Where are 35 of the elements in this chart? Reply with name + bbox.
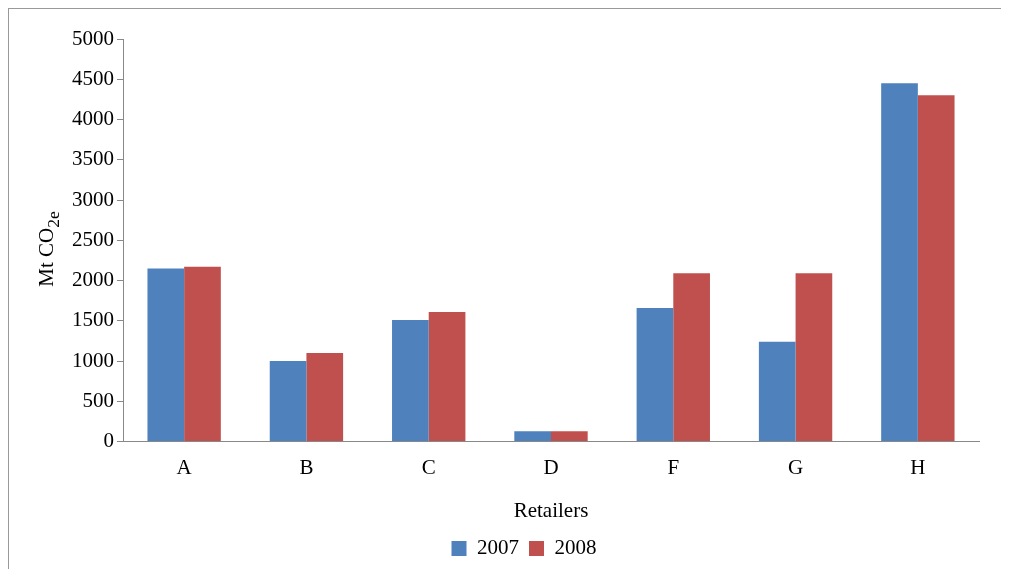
y-tick-label: 4000	[72, 106, 114, 131]
y-tick-label: 500	[82, 387, 114, 412]
bar	[917, 95, 955, 442]
y-tick-label: 1500	[72, 307, 114, 332]
y-tick-label: 4500	[72, 65, 114, 90]
legend-label: 2007	[477, 535, 519, 560]
legend-label: 2008	[554, 535, 597, 560]
x-tick-label: F	[667, 454, 680, 479]
bar	[269, 361, 307, 442]
x-tick-label: D	[543, 454, 559, 479]
x-axis-title: Retailers	[513, 497, 589, 522]
bar	[758, 341, 796, 442]
bar	[673, 273, 710, 442]
bar	[428, 311, 466, 442]
bar	[184, 266, 221, 442]
y-tick-label: 0	[103, 428, 114, 453]
bar	[795, 273, 833, 442]
x-tick-label: B	[299, 454, 314, 479]
y-tick-label: 2000	[72, 267, 114, 292]
y-tick-label: 5000	[72, 25, 114, 50]
x-tick-label: H	[910, 454, 926, 479]
bar	[392, 320, 429, 442]
x-tick-label: A	[176, 454, 193, 479]
x-tick-label: G	[787, 454, 804, 479]
bar	[147, 268, 185, 442]
bar	[636, 307, 674, 442]
x-tick-label: C	[421, 454, 436, 479]
y-tick-label: 1000	[72, 347, 114, 372]
bar	[514, 431, 551, 442]
y-tick-label: 3000	[72, 186, 114, 211]
bar	[551, 431, 588, 442]
y-tick-label: 3500	[72, 146, 114, 171]
bar	[881, 83, 918, 442]
y-tick-label: 2500	[72, 226, 114, 251]
bar	[306, 353, 344, 442]
